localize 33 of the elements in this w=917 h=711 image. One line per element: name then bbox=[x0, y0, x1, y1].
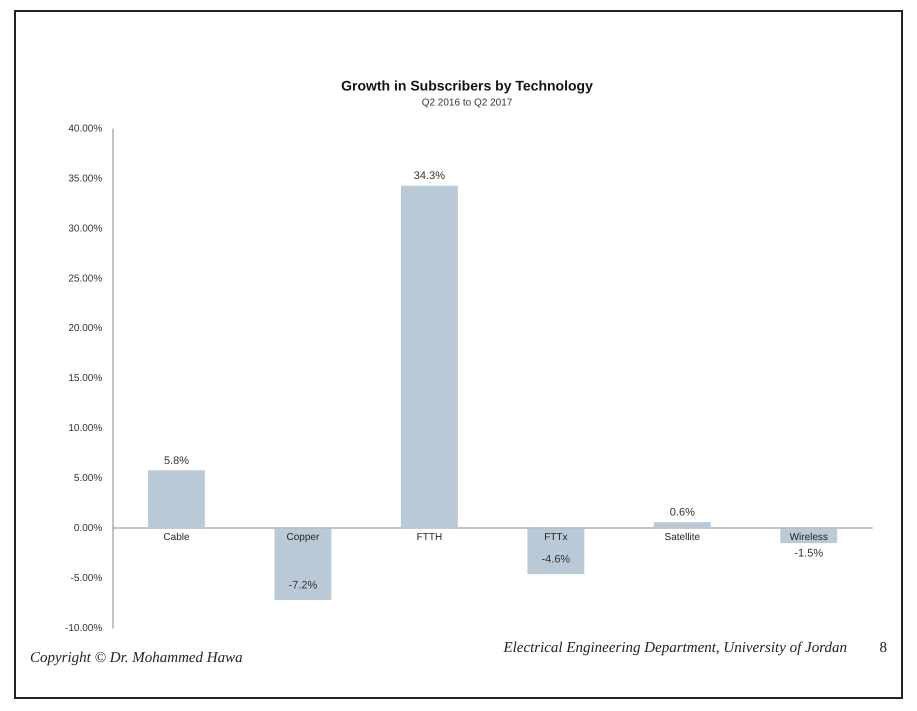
y-tick-label: -5.00% bbox=[70, 572, 102, 584]
x-tick-label: Satellite bbox=[664, 532, 701, 543]
y-tick-label: 10.00% bbox=[68, 423, 102, 434]
data-label: -1.5% bbox=[794, 548, 824, 560]
y-tick-label: 5.00% bbox=[74, 472, 102, 484]
data-label: -4.6% bbox=[541, 554, 570, 566]
x-tick-label: Cable bbox=[163, 532, 190, 543]
x-tick-label: Copper bbox=[286, 532, 320, 543]
data-label: 0.6% bbox=[670, 506, 696, 519]
data-label: 34.3% bbox=[414, 170, 446, 182]
text: Copyright © Dr. Mohammed Hawa bbox=[30, 650, 243, 667]
text: 8 bbox=[880, 640, 887, 657]
chart-title: Growth in Subscribers by Technology bbox=[341, 77, 594, 94]
bar bbox=[527, 528, 584, 574]
text: Electrical Engineering Department, University of Jordan bbox=[503, 640, 847, 657]
x-tick-label: FTTx bbox=[544, 532, 568, 543]
y-tick-label: -10.00% bbox=[64, 622, 102, 634]
chart-subtitle: Q2 2016 to Q2 2017 bbox=[422, 98, 513, 109]
y-tick-label: 15.00% bbox=[68, 373, 102, 384]
x-tick-label: FTTH bbox=[416, 532, 442, 543]
bar bbox=[274, 528, 332, 600]
y-tick-label: 20.00% bbox=[68, 323, 102, 334]
y-tick-label: 0.00% bbox=[74, 522, 102, 534]
bar bbox=[148, 470, 205, 528]
y-tick-label: 40.00% bbox=[68, 124, 102, 135]
bar bbox=[654, 522, 711, 528]
bar bbox=[400, 186, 458, 528]
data-label: -7.2% bbox=[288, 580, 318, 592]
y-tick-label: 35.00% bbox=[68, 173, 102, 184]
data-label: 5.8% bbox=[164, 454, 190, 467]
y-tick-label: 25.00% bbox=[68, 273, 102, 284]
y-tick-label: 30.00% bbox=[68, 223, 102, 234]
x-tick-label: Wireless bbox=[790, 532, 828, 543]
